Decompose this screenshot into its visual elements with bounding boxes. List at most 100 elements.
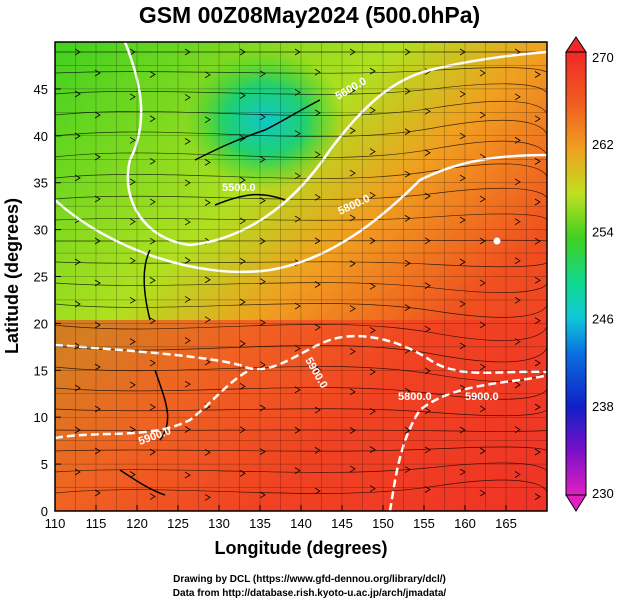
flow-arrow: [514, 426, 521, 433]
flow-arrow: [404, 259, 411, 267]
flow-arrow: [94, 237, 101, 245]
flow-arrow: [534, 237, 541, 245]
flow-arrow: [424, 446, 431, 454]
flow-arrow: [149, 277, 156, 284]
streamline: [55, 303, 547, 318]
flow-arrow: [314, 281, 321, 288]
flow-arrow: [314, 487, 321, 495]
streamline: [55, 83, 547, 95]
flow-arrow: [239, 426, 246, 434]
streamline: [55, 282, 547, 293]
flow-arrow: [204, 199, 211, 206]
flow-arrow: [314, 237, 321, 245]
flow-arrow: [129, 471, 136, 478]
flow-arrow: [204, 276, 211, 284]
flow-arrow: [149, 493, 156, 500]
flow-arrow: [424, 149, 431, 157]
flow-arrow: [94, 405, 101, 413]
y-tick-label: 35: [34, 176, 48, 191]
flow-arrow: [534, 198, 541, 206]
flow-arrow: [184, 471, 191, 479]
flow-arrow: [534, 115, 541, 123]
colorbar-tick-label: 270: [592, 50, 614, 65]
flow-arrow: [74, 426, 81, 434]
flow-arrow: [94, 279, 101, 287]
flow-arrow: [404, 387, 411, 395]
flow-arrow: [514, 381, 521, 389]
flow-arrow: [129, 338, 136, 345]
x-tick-label: 135: [249, 516, 271, 531]
flow-arrow: [204, 358, 211, 366]
streamline: [55, 187, 547, 200]
flow-arrow: [239, 470, 246, 477]
flow-arrow: [479, 405, 486, 413]
flow-arrow: [259, 491, 266, 499]
flow-arrow: [479, 363, 486, 371]
flow-arrow: [369, 326, 376, 334]
x-tick-label: 155: [413, 516, 435, 531]
flow-arrow: [74, 384, 81, 392]
coastline: [119, 99, 321, 496]
flow-arrow: [424, 237, 431, 245]
x-tick-label: 150: [372, 516, 394, 531]
flow-arrow: [184, 48, 191, 56]
flow-arrow: [204, 316, 211, 324]
flow-arrow: [239, 135, 246, 142]
x-tick-label: 140: [290, 516, 312, 531]
flow-arrow: [534, 403, 541, 411]
flow-arrow: [259, 113, 266, 121]
streamline: [55, 366, 547, 382]
flow-arrow: [74, 174, 81, 182]
flow-arrow: [424, 367, 431, 375]
streamline: [55, 67, 547, 74]
flow-arrow: [94, 321, 101, 329]
flow-arrow: [239, 92, 246, 99]
flow-arrow: [514, 257, 521, 265]
flow-arrow: [94, 111, 101, 119]
flow-arrow: [294, 302, 301, 310]
colorbar-tick-label: 246: [592, 312, 614, 327]
contour-label: 5800.0: [398, 391, 432, 403]
flow-arrow: [369, 191, 376, 199]
colorbar-tick-label: 254: [592, 224, 614, 239]
flow-arrow: [259, 319, 266, 327]
x-tick-label: 110: [45, 516, 66, 531]
flow-arrow: [369, 282, 376, 290]
y-tick-label: 20: [34, 316, 48, 331]
flow-arrow: [294, 215, 301, 223]
flow-arrow: [479, 69, 486, 77]
flow-arrow: [424, 325, 431, 333]
streamline: [55, 324, 547, 341]
flow-arrow: [259, 404, 266, 412]
streamline: [55, 120, 547, 137]
high-center-marker: [493, 237, 501, 245]
streamline: [55, 100, 547, 116]
colorbar-tick-label: 262: [592, 137, 614, 152]
flow-arrow: [204, 116, 211, 124]
flow-arrow: [479, 111, 486, 119]
flow-arrow: [294, 467, 301, 474]
map-title: GSM 00Z08May2024 (500.0hPa): [138, 2, 481, 28]
flow-arrow: [314, 447, 321, 454]
contour-label: 5900.0: [465, 391, 499, 403]
x-tick-label: 145: [331, 516, 353, 531]
flow-arrow: [424, 407, 431, 415]
colorbar-tick-label: 230: [592, 486, 614, 501]
flow-arrow: [349, 465, 356, 473]
flow-arrow: [404, 304, 411, 311]
flow-arrow: [534, 359, 541, 367]
flow-arrow: [479, 321, 486, 329]
flow-arrow: [184, 218, 191, 226]
streamline: [55, 462, 547, 473]
flow-arrow: [204, 159, 211, 166]
flow-arrow: [94, 69, 101, 77]
flow-arrow: [349, 214, 356, 222]
flow-arrow: [294, 48, 301, 56]
flow-arrow: [129, 136, 136, 144]
y-tick-label: 5: [41, 457, 48, 472]
y-tick-label: 0: [41, 504, 48, 519]
y-axis-label: Latitude (degrees): [2, 198, 22, 354]
flow-arrow: [239, 340, 246, 347]
flow-arrow: [294, 345, 301, 352]
